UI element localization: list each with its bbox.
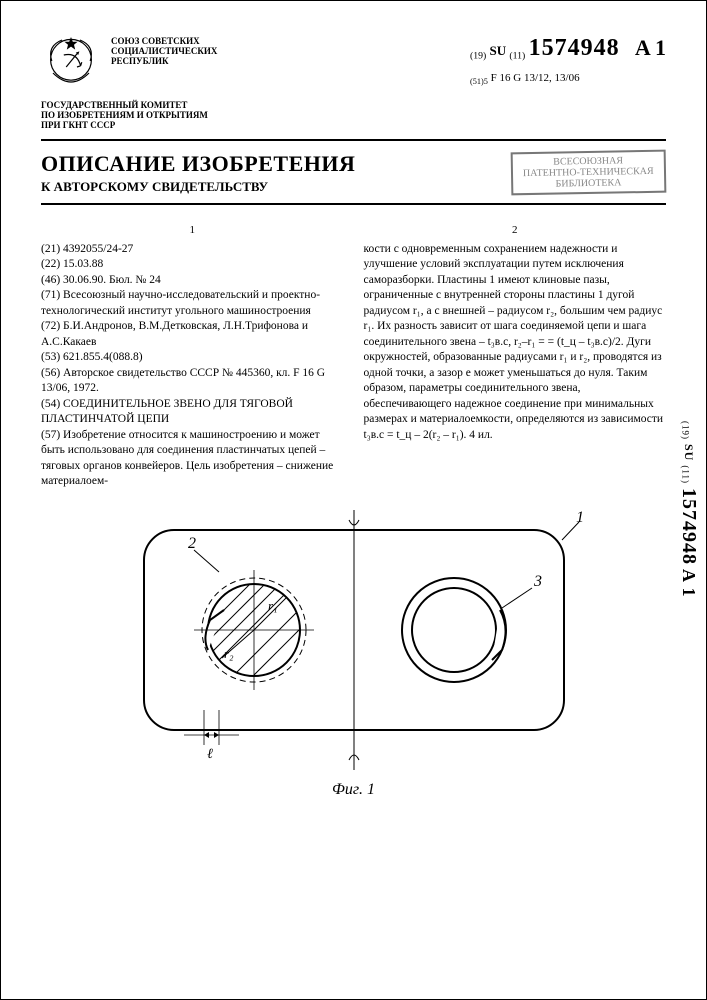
sub-title: К АВТОРСКОМУ СВИДЕТЕЛЬСТВУ bbox=[41, 179, 355, 195]
fig-label-3: 3 bbox=[533, 573, 542, 590]
committee-l3: ПРИ ГКНТ СССР bbox=[41, 120, 115, 130]
ipc-code: F 16 G 13/12, 13/06 bbox=[491, 72, 580, 84]
stamp-l1: ВСЕСОЮЗНАЯ bbox=[554, 155, 624, 167]
main-title: ОПИСАНИЕ ИЗОБРЕТЕНИЯ bbox=[41, 151, 355, 177]
fig-gap: ℓ bbox=[207, 747, 213, 762]
title-row: ОПИСАНИЕ ИЗОБРЕТЕНИЯ К АВТОРСКОМУ СВИДЕТ… bbox=[41, 151, 666, 195]
text-columns: 1 (21) 4392055/24-27 (22) 15.03.88 (46) … bbox=[41, 223, 666, 490]
col1-num: 1 bbox=[41, 223, 344, 238]
field-54: (54) СОЕДИНИТЕЛЬНОЕ ЗВЕНО ДЛЯ ТЯГОВОЙ ПЛ… bbox=[41, 397, 344, 428]
col2-num: 2 bbox=[364, 223, 667, 238]
column-2: 2 кости с одновременным сохранением наде… bbox=[364, 223, 667, 490]
field-56: (56) Авторское свидетельство СССР № 4453… bbox=[41, 366, 344, 397]
figure-caption: Фиг. 1 bbox=[124, 781, 584, 799]
field-57: (57) Изобретение относится к машинострое… bbox=[41, 428, 344, 490]
committee-label: ГОСУДАРСТВЕННЫЙ КОМИТЕТ ПО ИЗОБРЕТЕНИЯМ … bbox=[41, 101, 241, 131]
col2-text: кости с одновременным сохранением надежн… bbox=[364, 242, 667, 444]
field-72: (72) Б.И.Андронов, В.М.Детковская, Л.Н.Т… bbox=[41, 319, 344, 350]
fig-r1: r₁ bbox=[268, 598, 278, 613]
column-1: 1 (21) 4392055/24-27 (22) 15.03.88 (46) … bbox=[41, 223, 344, 490]
side-su: SU bbox=[682, 444, 696, 461]
code-11: (11) bbox=[509, 51, 525, 62]
side-doc-code: (19) SU (11) 1574948 A 1 bbox=[677, 421, 700, 598]
doc-number: 1574948 bbox=[529, 35, 620, 61]
su-number-line: (19) SU (11) 1574948 A 1 bbox=[470, 35, 666, 62]
ussr-emblem-icon bbox=[41, 31, 101, 91]
fig-r2: r₂ bbox=[224, 646, 234, 661]
committee-l2: ПО ИЗОБРЕТЕНИЯМ И ОТКРЫТИЯМ bbox=[41, 110, 208, 120]
republics-l2: СОЦИАЛИСТИЧЕСКИХ bbox=[111, 46, 217, 56]
ipc-prefix: (51)5 bbox=[470, 77, 488, 86]
republics-l3: РЕСПУБЛИК bbox=[111, 56, 169, 66]
side-num: 1574948 bbox=[678, 488, 700, 565]
code-19: (19) bbox=[470, 51, 486, 62]
fig-label-1: 1 bbox=[576, 510, 584, 526]
divider bbox=[41, 139, 666, 141]
patent-page: СОЮЗ СОВЕТСКИХ СОЦИАЛИСТИЧЕСКИХ РЕСПУБЛИ… bbox=[0, 0, 707, 1000]
ipc-line: (51)5 F 16 G 13/12, 13/06 bbox=[470, 72, 666, 86]
committee-l1: ГОСУДАРСТВЕННЫЙ КОМИТЕТ bbox=[41, 100, 187, 110]
republics-l1: СОЮЗ СОВЕТСКИХ bbox=[111, 36, 200, 46]
title-block: ОПИСАНИЕ ИЗОБРЕТЕНИЯ К АВТОРСКОМУ СВИДЕТ… bbox=[41, 151, 355, 195]
field-22: (22) 15.03.88 bbox=[41, 257, 344, 273]
header-row: СОЮЗ СОВЕТСКИХ СОЦИАЛИСТИЧЕСКИХ РЕСПУБЛИ… bbox=[41, 31, 666, 91]
figure-1: 2 1 3 r₁ r₂ ℓ Фиг. 1 bbox=[124, 510, 584, 799]
doc-codes: (19) SU (11) 1574948 A 1 (51)5 F 16 G 13… bbox=[470, 31, 666, 86]
library-stamp: ВСЕСОЮЗНАЯ ПАТЕНТНО-ТЕХНИЧЕСКАЯ БИБЛИОТЕ… bbox=[511, 149, 666, 195]
kind-code: A 1 bbox=[635, 35, 666, 60]
divider-2 bbox=[41, 203, 666, 205]
side-11: (11) bbox=[681, 465, 691, 484]
stamp-l2: ПАТЕНТНО-ТЕХНИЧЕСКАЯ bbox=[523, 166, 654, 179]
field-53: (53) 621.855.4(088.8) bbox=[41, 350, 344, 366]
field-46: (46) 30.06.90. Бюл. № 24 bbox=[41, 273, 344, 289]
field-21: (21) 4392055/24-27 bbox=[41, 242, 344, 258]
side-kind: A 1 bbox=[679, 569, 699, 598]
republics-label: СОЮЗ СОВЕТСКИХ СОЦИАЛИСТИЧЕСКИХ РЕСПУБЛИ… bbox=[111, 31, 460, 67]
fig-label-2: 2 bbox=[188, 535, 196, 552]
field-71: (71) Всесоюзный научно-исследовательский… bbox=[41, 288, 344, 319]
stamp-l3: БИБЛИОТЕКА bbox=[556, 177, 622, 189]
side-19: (19) bbox=[681, 421, 691, 440]
code-su: SU bbox=[490, 43, 507, 58]
